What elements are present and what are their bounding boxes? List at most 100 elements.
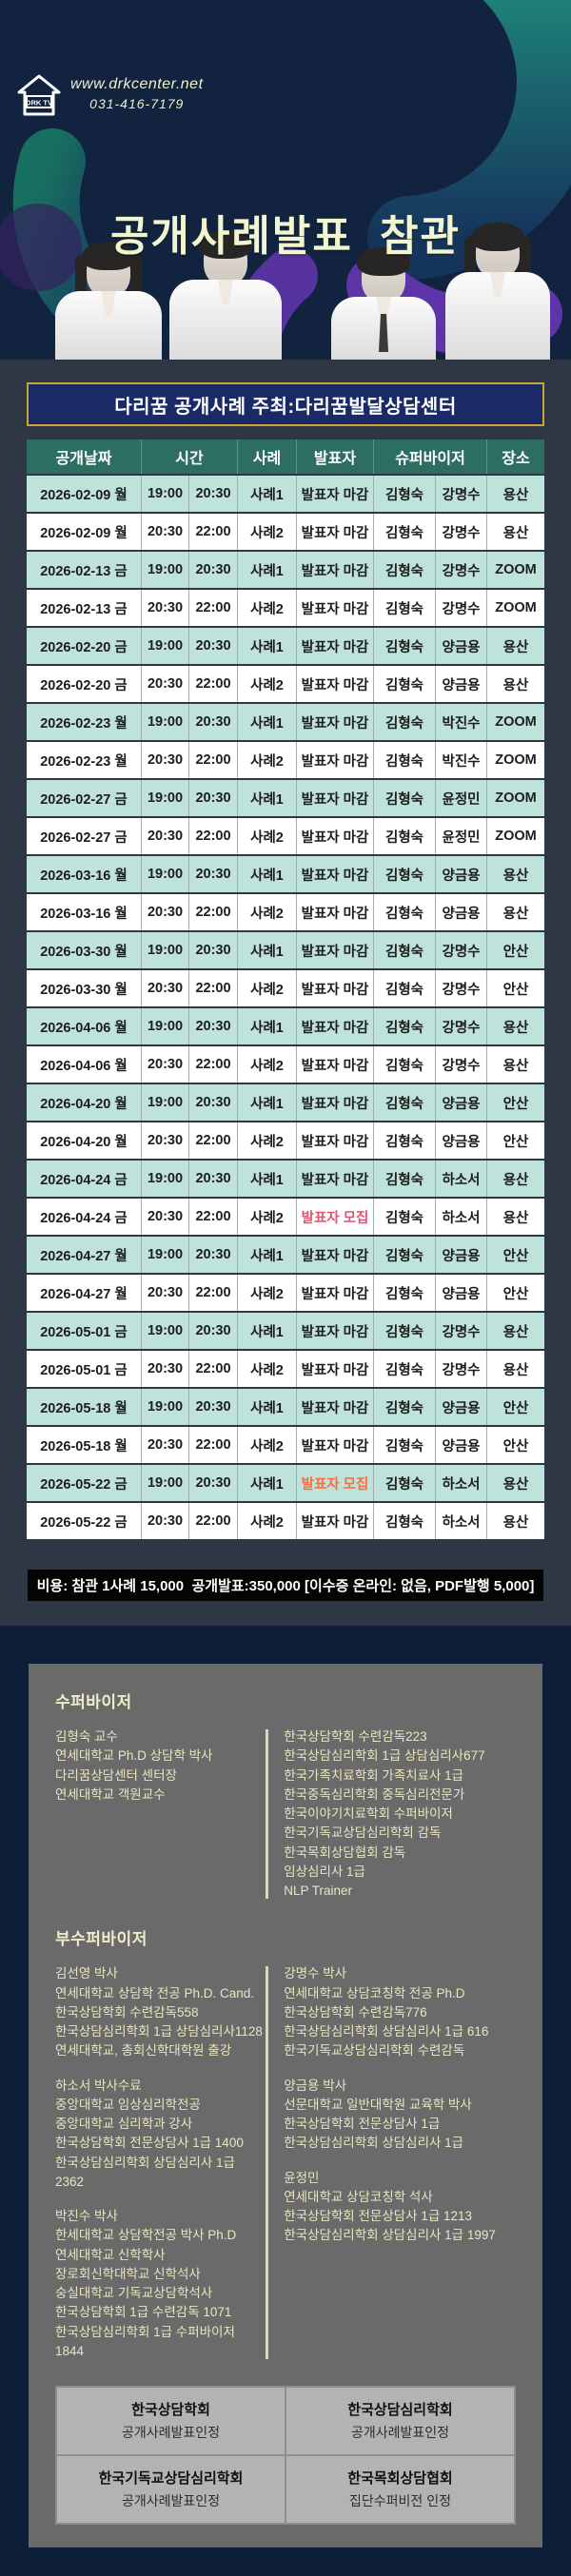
contact-block: www.drkcenter.net 031-416-7179 (70, 74, 204, 112)
cell-date: 2026-02-13 금 (26, 552, 141, 588)
cell-date: 2026-03-16 월 (26, 856, 141, 892)
cell-place: 안산 (486, 970, 545, 1006)
cell-case: 사례2 (237, 894, 296, 930)
cell-supervisor: 김형숙 (373, 780, 435, 816)
cell-sub-supervisor: 양금용 (435, 628, 487, 664)
cell-date: 2026-02-13 금 (26, 590, 141, 626)
cell-end-time: 20:30 (187, 704, 237, 740)
cell-supervisor: 김형숙 (373, 856, 435, 892)
cell-end-time: 22:00 (187, 1427, 237, 1463)
cell-place: 용산 (486, 476, 545, 512)
credential-block: 한국상담학회 수련감독223 한국상담심리학회 1급 상담심리사677 한국가족… (284, 1729, 485, 1898)
cell-start-time: 20:30 (140, 1122, 188, 1159)
cell-case: 사례2 (237, 666, 296, 702)
cell-start-time: 19:00 (140, 1465, 188, 1501)
cell-presenter-status: 발표자 마감 (296, 780, 373, 816)
cell-end-time: 22:00 (187, 742, 237, 778)
person-body (445, 272, 550, 360)
cell-supervisor: 김형숙 (373, 1275, 435, 1311)
cell-case: 사례1 (237, 932, 296, 968)
cell-end-time: 22:00 (187, 970, 237, 1006)
cell-place: 안산 (486, 1084, 545, 1121)
cell-start-time: 19:00 (140, 1313, 188, 1349)
cell-case: 사례2 (237, 1199, 296, 1235)
table-row: 2026-02-09 월 19:00 20:30 사례1 발표자 마감 김형숙 … (26, 476, 545, 512)
cell-place: 용산 (486, 514, 545, 550)
column-divider (266, 1966, 269, 2359)
bio-block: 박진수 박사 한세대학교 상담학전공 박사 Ph.D 연세대학교 신학학사 장로… (55, 2209, 237, 2358)
cell-start-time: 20:30 (140, 1046, 188, 1083)
table-row: 2026-03-16 월 19:00 20:30 사례1 발표자 마감 김형숙 … (26, 856, 545, 892)
cell-presenter-status: 발표자 마감 (296, 1313, 373, 1349)
cell-place: ZOOM (486, 552, 545, 588)
certification-cell: 한국상담심리학회 공개사례발표인정 (286, 2387, 515, 2455)
brand-line: DRK TV www.drkcenter.net 031-416-7179 (17, 74, 204, 116)
cell-case: 사례2 (237, 818, 296, 854)
cell-sub-supervisor: 강명수 (435, 970, 487, 1006)
certification-cell: 한국상담학회 공개사례발표인정 (56, 2387, 286, 2455)
cell-place: ZOOM (486, 780, 545, 816)
cell-start-time: 20:30 (140, 1503, 188, 1539)
cell-presenter-status: 발표자 마감 (296, 1161, 373, 1197)
logo-text: DRK TV (26, 99, 52, 107)
cell-supervisor: 김형숙 (373, 1503, 435, 1539)
phone-number: 031-416-7179 (89, 95, 185, 111)
table-row: 2026-04-06 월 19:00 20:30 사례1 발표자 마감 김형숙 … (26, 1008, 545, 1044)
cell-start-time: 19:00 (140, 704, 188, 740)
cell-presenter-status: 발표자 마감 (296, 704, 373, 740)
certification-cell: 한국목회상담협회 집단수퍼비전 인정 (286, 2455, 515, 2524)
cell-case: 사례1 (237, 780, 296, 816)
cell-date: 2026-05-22 금 (26, 1465, 141, 1501)
table-row: 2026-05-01 금 20:30 22:00 사례2 발표자 마감 김형숙 … (26, 1351, 545, 1387)
cell-case: 사례1 (237, 476, 296, 512)
cell-presenter-status: 발표자 마감 (296, 628, 373, 664)
cell-date: 2026-02-20 금 (26, 628, 141, 664)
cell-case: 사례2 (237, 514, 296, 550)
cell-start-time: 20:30 (140, 666, 188, 702)
cell-presenter-status: 발표자 마감 (296, 1008, 373, 1044)
cell-case: 사례2 (237, 590, 296, 626)
table-row: 2026-04-20 월 19:00 20:30 사례1 발표자 마감 김형숙 … (26, 1084, 545, 1121)
cell-end-time: 20:30 (187, 628, 237, 664)
cell-place: 용산 (486, 1351, 545, 1387)
cell-supervisor: 김형숙 (373, 514, 435, 550)
person-head (199, 230, 252, 285)
cell-sub-supervisor: 하소서 (435, 1199, 487, 1235)
cell-end-time: 22:00 (187, 514, 237, 550)
person-photo-2 (169, 230, 282, 360)
cell-place: 용산 (486, 856, 545, 892)
cell-sub-supervisor: 강명수 (435, 552, 487, 588)
cell-end-time: 22:00 (187, 1503, 237, 1539)
cell-place: 용산 (486, 1046, 545, 1083)
cell-end-time: 22:00 (187, 894, 237, 930)
website-url[interactable]: www.drkcenter.net (70, 76, 204, 92)
cell-date: 2026-04-27 월 (26, 1237, 141, 1273)
cell-case: 사례2 (237, 1275, 296, 1311)
cell-date: 2026-05-18 월 (26, 1427, 141, 1463)
cell-case: 사례1 (237, 1161, 296, 1197)
table-row: 2026-05-22 금 19:00 20:30 사례1 발표자 모집 김형숙 … (26, 1465, 545, 1501)
cell-supervisor: 김형숙 (373, 590, 435, 626)
cell-date: 2026-05-18 월 (26, 1389, 141, 1425)
cell-place: 용산 (486, 1161, 545, 1197)
cell-end-time: 20:30 (187, 552, 237, 588)
cell-date: 2026-04-06 월 (26, 1008, 141, 1044)
cell-sub-supervisor: 윤정민 (435, 780, 487, 816)
certification-org: 한국목회상담협회 (347, 2470, 453, 2487)
cell-supervisor: 김형숙 (373, 1351, 435, 1387)
certification-cell: 한국기독교상담심리학회 공개사례발표인정 (56, 2455, 286, 2524)
certification-org: 한국상담심리학회 (347, 2402, 453, 2418)
cell-start-time: 20:30 (140, 894, 188, 930)
cell-presenter-status: 발표자 마감 (296, 894, 373, 930)
cell-sub-supervisor: 양금용 (435, 1427, 487, 1463)
cell-end-time: 22:00 (187, 666, 237, 702)
cell-date: 2026-02-23 월 (26, 704, 141, 740)
profile-section: 수퍼바이저 김형숙 교수 연세대학교 Ph.D 상담학 박사 다리꿈상담센터 센… (0, 1626, 571, 2576)
cell-presenter-status: 발표자 마감 (296, 1084, 373, 1121)
bio-block: 하소서 박사수료 중앙대학교 임상심리학전공 중앙대학교 심리학과 강사 한국상… (55, 2078, 244, 2189)
cell-case: 사례2 (237, 1351, 296, 1387)
cell-start-time: 20:30 (140, 514, 188, 550)
cell-sub-supervisor: 양금용 (435, 1275, 487, 1311)
cell-end-time: 20:30 (187, 1084, 237, 1121)
